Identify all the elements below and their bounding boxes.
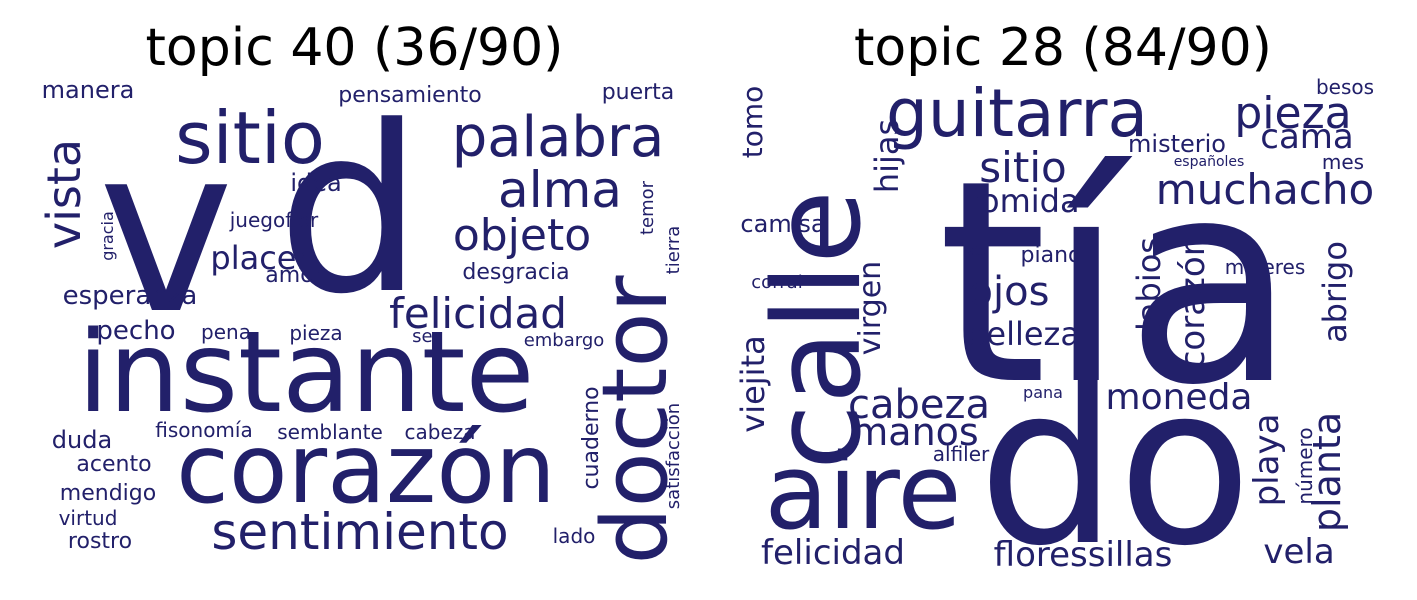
word: ser bbox=[412, 326, 440, 347]
word: comida bbox=[962, 182, 1080, 220]
word: esperanza bbox=[62, 281, 198, 311]
word: pieza bbox=[289, 321, 343, 345]
word: labios bbox=[1130, 237, 1168, 331]
word: pecho bbox=[96, 316, 176, 346]
word: virgen bbox=[853, 260, 888, 356]
word: amor bbox=[265, 263, 323, 288]
word: hijas bbox=[868, 118, 906, 194]
word: españoles bbox=[1173, 154, 1245, 170]
word: instante bbox=[77, 308, 535, 438]
word: muchacho bbox=[1155, 165, 1375, 214]
word: palabra bbox=[451, 105, 665, 170]
word: d bbox=[277, 78, 423, 345]
word: idea bbox=[290, 169, 342, 197]
wordcloud-panel-left: topic 40 (36/90) v d instante corazón do… bbox=[37, 18, 688, 565]
word: placer bbox=[210, 239, 310, 277]
word: mujeres bbox=[1224, 255, 1306, 279]
word: mes bbox=[1321, 150, 1365, 174]
word: virtud bbox=[58, 506, 118, 530]
word: sitio bbox=[175, 96, 325, 180]
word: playa bbox=[1247, 413, 1287, 507]
word: abrigo bbox=[1316, 241, 1354, 343]
word: puerta bbox=[601, 80, 675, 105]
word: moneda bbox=[1105, 377, 1253, 418]
word: v bbox=[97, 98, 235, 365]
word: pana bbox=[1023, 383, 1063, 402]
word: vista bbox=[37, 138, 91, 250]
word: desgracia bbox=[462, 260, 570, 285]
word: manera bbox=[41, 76, 135, 104]
word: alma bbox=[498, 161, 622, 219]
word: cabeza bbox=[404, 420, 476, 444]
word: pensamiento bbox=[338, 83, 482, 108]
word: rostro bbox=[67, 529, 133, 554]
word: lado bbox=[552, 524, 596, 548]
word: vela bbox=[1263, 532, 1335, 572]
word: corazón bbox=[1173, 234, 1213, 370]
word: alfiler bbox=[932, 442, 990, 466]
word-cloud: v d instante corazón doctor sitio palabr… bbox=[37, 76, 688, 565]
word: duda bbox=[51, 426, 113, 454]
word: manos bbox=[851, 410, 979, 454]
word: número bbox=[1293, 427, 1317, 505]
word: felicidad bbox=[389, 289, 567, 338]
word: cabeza bbox=[847, 382, 991, 428]
word: satisfacción bbox=[663, 402, 684, 510]
word: rato bbox=[962, 244, 988, 258]
word: tomo bbox=[736, 85, 769, 159]
word: fisonomía bbox=[155, 418, 253, 442]
word: sentimiento bbox=[211, 503, 509, 561]
word: embargo bbox=[523, 330, 605, 351]
word: temor bbox=[637, 180, 658, 236]
word: mendigo bbox=[59, 481, 157, 506]
word: pena bbox=[201, 320, 251, 344]
word: besos bbox=[1315, 75, 1375, 99]
word: tía bbox=[937, 121, 1297, 447]
word: acento bbox=[76, 452, 152, 477]
word: sitio bbox=[979, 143, 1067, 192]
word: corazón bbox=[176, 413, 556, 525]
word: juegoflor bbox=[229, 208, 319, 232]
word: objeto bbox=[452, 210, 592, 261]
word: semblante bbox=[277, 420, 383, 444]
word: floressillas bbox=[993, 535, 1173, 575]
panel-title: topic 28 (84/90) bbox=[854, 18, 1272, 78]
word: belleza bbox=[966, 315, 1080, 353]
word: tierra bbox=[663, 225, 684, 275]
word: cama bbox=[1260, 117, 1354, 157]
panel-title: topic 40 (36/90) bbox=[145, 18, 564, 78]
word: felicidad bbox=[761, 533, 905, 573]
word: ojos bbox=[968, 269, 1050, 315]
word: pieza bbox=[1234, 88, 1352, 139]
word: gracia bbox=[98, 211, 117, 261]
word: do bbox=[977, 338, 1253, 594]
word: camisa bbox=[740, 210, 826, 238]
word: misterio bbox=[1128, 130, 1226, 158]
word: aire bbox=[764, 431, 962, 553]
word: piano bbox=[1020, 243, 1082, 268]
word-cloud: tía do calle aire guitarra pieza muchach… bbox=[733, 76, 1389, 576]
word: guitarra bbox=[886, 75, 1148, 152]
word: viejita bbox=[734, 335, 772, 433]
word: corral bbox=[751, 272, 803, 293]
word: cuaderno bbox=[579, 386, 604, 490]
wordcloud-panel-right: topic 28 (84/90) tía do calle aire guita… bbox=[709, 0, 1417, 600]
